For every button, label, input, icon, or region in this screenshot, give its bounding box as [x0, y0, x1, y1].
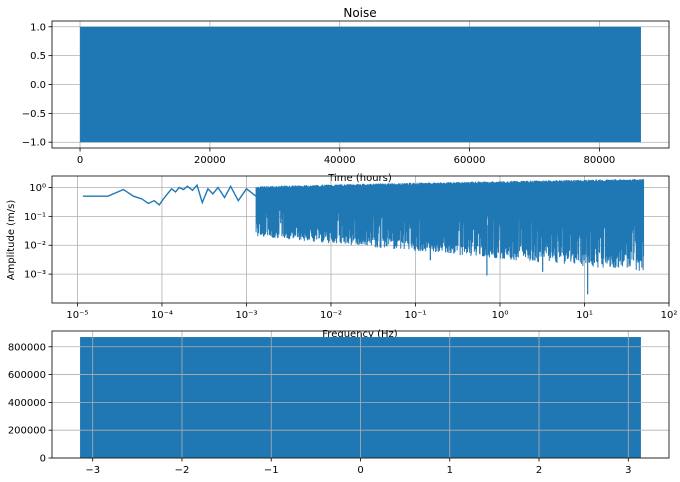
x-tick-label: 2 — [536, 465, 542, 476]
y-tick-label: 800000 — [8, 342, 46, 353]
x-tick-label: 0 — [77, 155, 83, 166]
y-tick-label: 600000 — [8, 370, 46, 381]
noise-title: Noise — [343, 6, 376, 20]
x-tick-label: 3 — [625, 465, 631, 476]
y-tick-label: 10⁻¹ — [24, 212, 46, 223]
x-tick-label: 10⁻⁵ — [66, 310, 88, 321]
noise-signal-band — [80, 27, 641, 142]
x-tick-label: 80000 — [583, 155, 615, 166]
x-tick-label: −3 — [85, 465, 100, 476]
x-tick-label: 10⁰ — [492, 310, 509, 321]
y-tick-label: 0.5 — [30, 51, 46, 62]
x-tick-label: −1 — [264, 465, 279, 476]
x-tick-label: 10⁻⁴ — [151, 310, 173, 321]
y-tick-label: 10⁰ — [29, 183, 46, 194]
x-tick-label: 10⁻¹ — [404, 310, 426, 321]
y-tick-label: −1.0 — [22, 138, 46, 149]
x-tick-label: 10¹ — [576, 310, 593, 321]
y-tick-label: 0 — [40, 454, 46, 465]
y-tick-label: 10⁻³ — [24, 270, 46, 281]
x-tick-label: 60000 — [454, 155, 486, 166]
spectrum-ylabel: Amplitude (m/s) — [6, 200, 17, 281]
x-tick-label: 40000 — [324, 155, 356, 166]
y-tick-label: 1.0 — [30, 22, 46, 33]
x-tick-label: −2 — [175, 465, 190, 476]
noise-marks — [80, 27, 641, 142]
x-tick-label: 1 — [447, 465, 453, 476]
histogram-panel: −3 −2 −1 0 1 2 3 0 200000 400000 600000 800000 — [8, 331, 669, 476]
y-tick-label: 0.0 — [30, 80, 46, 91]
x-tick-label: 10⁻³ — [235, 310, 257, 321]
y-tick-label: −0.5 — [22, 109, 46, 120]
x-tick-label: 10² — [661, 310, 678, 321]
y-tick-label: 400000 — [8, 398, 46, 409]
x-tick-label: 20000 — [194, 155, 226, 166]
x-tick-label: 10⁻² — [320, 310, 342, 321]
y-tick-label: 200000 — [8, 426, 46, 437]
noise-xlabel: Time (hours) — [327, 173, 392, 184]
y-tick-label: 10⁻² — [24, 241, 46, 252]
x-tick-label: 0 — [357, 465, 363, 476]
